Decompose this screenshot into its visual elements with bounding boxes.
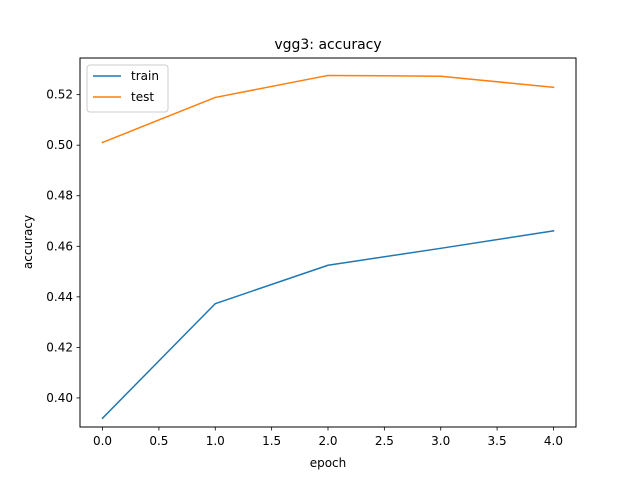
data-point-train bbox=[214, 302, 217, 305]
y-tick-label: 0.48 bbox=[46, 189, 73, 203]
plot-frame bbox=[79, 57, 577, 428]
x-tick-label: 2.5 bbox=[375, 434, 394, 448]
x-tick-label: 1.5 bbox=[262, 434, 281, 448]
y-tick-label: 0.42 bbox=[46, 340, 73, 354]
data-point-train bbox=[101, 417, 104, 419]
y-tick-label: 0.46 bbox=[46, 239, 73, 253]
x-tick-label: 1.0 bbox=[206, 434, 225, 448]
x-tick-label: 4.0 bbox=[544, 434, 563, 448]
legend-test-label: test bbox=[131, 90, 154, 104]
x-axis-label: epoch bbox=[310, 456, 347, 470]
y-tick-label: 0.50 bbox=[46, 138, 73, 152]
y-tick-label: 0.44 bbox=[46, 290, 73, 304]
y-axis-ticks: 0.40 0.42 0.44 0.46 0.48 0.50 0.52 bbox=[46, 88, 80, 405]
x-tick-label: 3.5 bbox=[488, 434, 507, 448]
series-layer bbox=[101, 74, 555, 420]
data-point-train bbox=[552, 230, 555, 232]
y-tick-label: 0.40 bbox=[46, 391, 73, 405]
y-tick-label: 0.52 bbox=[46, 88, 73, 102]
x-tick-label: 2.0 bbox=[318, 434, 337, 448]
data-point-test bbox=[552, 86, 555, 89]
legend-train-label: train bbox=[131, 69, 159, 83]
chart-title: vgg3: accuracy bbox=[274, 37, 381, 53]
x-tick-label: 3.0 bbox=[431, 434, 450, 448]
x-axis-ticks: 0.0 0.5 1.0 1.5 2.0 2.5 3.0 3.5 4.0 bbox=[93, 427, 563, 448]
legend: train test bbox=[86, 64, 169, 113]
data-point-train bbox=[327, 264, 329, 266]
data-point-test bbox=[327, 74, 329, 77]
x-tick-label: 0.5 bbox=[149, 434, 168, 448]
data-point-train bbox=[439, 247, 442, 250]
data-point-test bbox=[214, 96, 217, 99]
data-point-test bbox=[101, 141, 104, 144]
data-point-test bbox=[439, 75, 442, 77]
x-tick-label: 0.0 bbox=[93, 434, 112, 448]
y-axis-label: accuracy bbox=[21, 215, 35, 269]
